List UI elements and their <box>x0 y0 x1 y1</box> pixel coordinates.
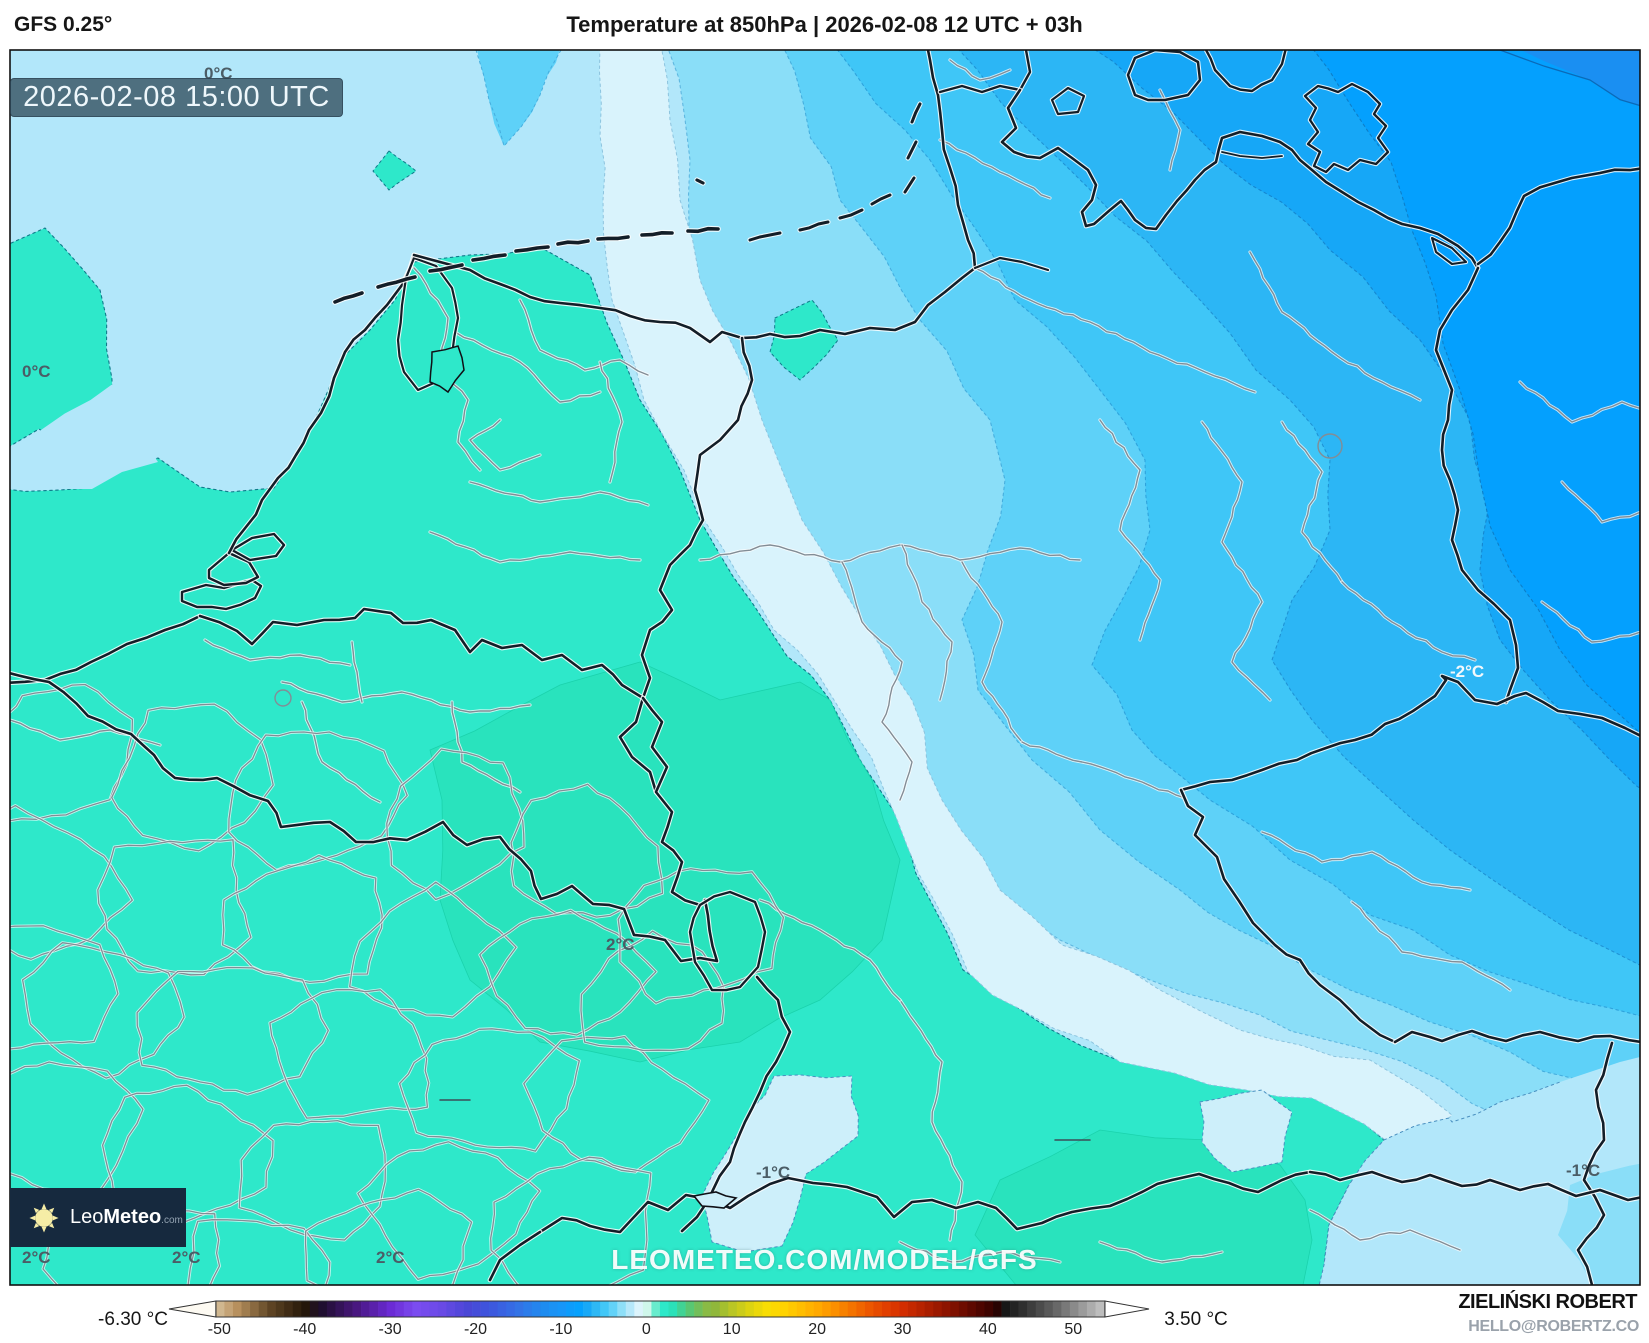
svg-text:-50: -50 <box>208 1321 231 1338</box>
svg-text:2°C: 2°C <box>376 1248 405 1267</box>
svg-text:-10: -10 <box>549 1321 572 1338</box>
svg-text:-20: -20 <box>464 1321 487 1338</box>
svg-text:30: 30 <box>894 1321 912 1338</box>
svg-text:2°C: 2°C <box>606 935 635 954</box>
svg-text:0: 0 <box>642 1321 651 1338</box>
svg-text:0°C: 0°C <box>22 362 51 381</box>
svg-text:-40: -40 <box>293 1321 316 1338</box>
svg-text:50: 50 <box>1064 1321 1082 1338</box>
svg-text:20: 20 <box>808 1321 826 1338</box>
svg-text:-2°C: -2°C <box>1450 662 1484 681</box>
svg-text:-30: -30 <box>379 1321 402 1338</box>
svg-text:-1°C: -1°C <box>756 1163 790 1182</box>
svg-text:40: 40 <box>979 1321 997 1338</box>
svg-text:-1°C: -1°C <box>1566 1161 1600 1180</box>
svg-text:2°C: 2°C <box>22 1248 51 1267</box>
svg-text:10: 10 <box>723 1321 741 1338</box>
svg-text:2°C: 2°C <box>172 1248 201 1267</box>
